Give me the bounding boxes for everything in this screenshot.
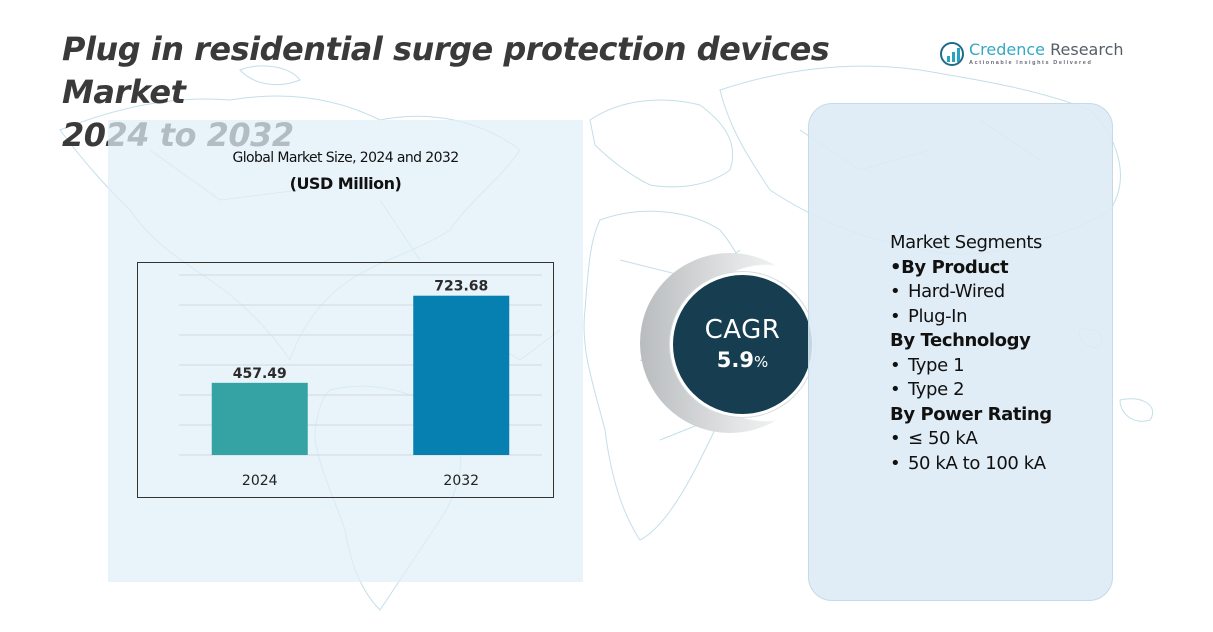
market-segments-panel	[808, 103, 1113, 601]
cagr-label: CAGR	[704, 314, 781, 345]
data-label-2024: 457.49	[233, 366, 287, 382]
chart-frame	[137, 262, 554, 498]
map-europe	[589, 99, 734, 188]
logo-bar-chart-icon	[940, 42, 964, 66]
cagr-value: 5.9%	[716, 347, 769, 372]
chart-title: Global Market Size, 2024 and 2032	[232, 150, 459, 166]
segments-heading: Market Segments	[890, 232, 1042, 253]
x-tick-label-2024: 2024	[242, 473, 278, 489]
logo-name: Credence Research	[969, 40, 1124, 59]
bar-2032	[413, 295, 510, 455]
cagr-badge: CAGR 5.9%	[670, 272, 815, 417]
bar-2024	[211, 382, 308, 455]
segment-group-title: •By Product	[890, 256, 1009, 278]
x-tick-label-2032: 2032	[443, 473, 479, 489]
logo-tagline: Actionable Insights Delivered	[969, 60, 1093, 66]
segment-item: • Type 1	[890, 354, 965, 376]
segment-group-title: By Power Rating	[890, 403, 1052, 425]
segment-item: • Plug-In	[890, 305, 968, 327]
segment-group-title: By Technology	[890, 330, 1031, 351]
chart-subtitle: (USD Million)	[289, 174, 402, 193]
segment-item: • Type 2	[890, 379, 965, 400]
segment-item: • ≤ 50 kA	[890, 428, 978, 449]
bar-chart: 457.49 2024 723.68 2032	[179, 274, 542, 489]
credence-research-logo: Credence Research Actionable Insights De…	[940, 37, 1124, 71]
map-africa	[583, 210, 754, 541]
data-label-2032: 723.68	[434, 279, 488, 295]
segment-item: • Hard-Wired	[890, 281, 1005, 302]
segment-item: • 50 kA to 100 kA	[890, 452, 1046, 474]
market-segments-list: Market Segments •By Product • Hard-Wired …	[890, 231, 1052, 476]
title-line-1: Plug in residential surge protection dev…	[62, 30, 830, 111]
